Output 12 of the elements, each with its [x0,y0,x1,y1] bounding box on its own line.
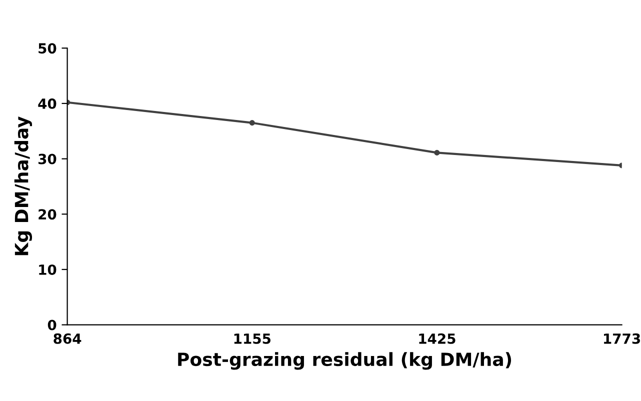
y-tick-label: 10 [39,264,56,275]
x-axis-title: Post-grazing residual (kg DM/ha) [178,352,512,370]
y-tick-label: 0 [48,320,56,330]
y-tick-label: 50 [38,43,56,54]
x-tick-label: 1773 [604,333,640,344]
x-tick-label: 864 [54,333,82,344]
y-tick-label: 30 [38,154,56,164]
y-tick-label: 40 [38,98,56,109]
y-tick-label: 20 [38,209,56,220]
x-tick-label: 1155 [234,334,270,344]
y-axis-title: Kg DM/ha/day [14,116,32,256]
x-tick-label: 1425 [419,333,456,344]
